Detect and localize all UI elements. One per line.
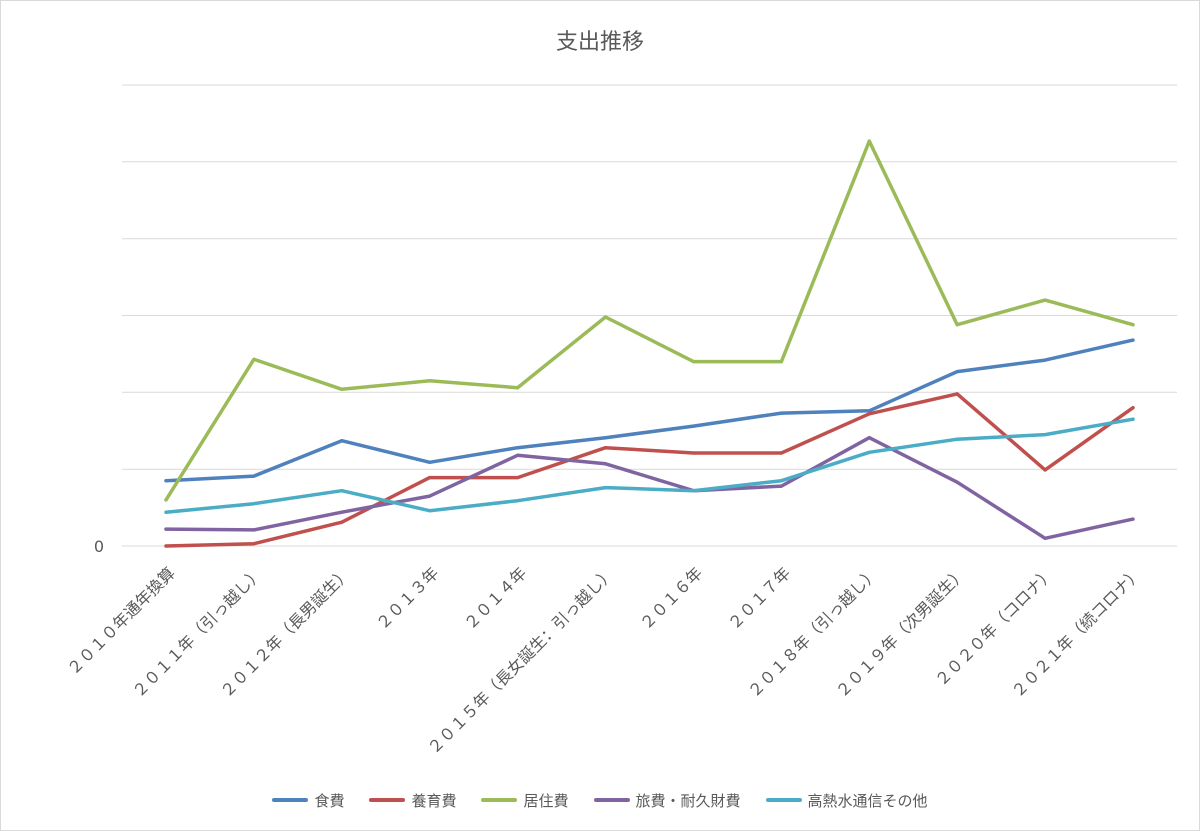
data-point (340, 510, 344, 514)
data-point (867, 412, 871, 416)
data-point (779, 484, 784, 488)
data-point (1131, 323, 1135, 327)
data-point (603, 446, 608, 450)
data-point (252, 474, 256, 478)
series-line-1 (164, 392, 1135, 548)
data-point (516, 476, 520, 480)
data-point (1131, 517, 1135, 521)
data-point (867, 139, 871, 143)
chart-title: 支出推移 (556, 30, 644, 55)
x-tick-label: ２０１６年 (636, 563, 706, 633)
x-tick-label: ２０１７年 (724, 563, 794, 633)
legend-label: 高熱水通信その他 (807, 791, 928, 810)
legend-item-3: 旅費・耐久財費 (593, 790, 741, 811)
legend-swatch (593, 798, 630, 802)
data-point (779, 451, 784, 455)
data-point (867, 409, 871, 413)
data-point (164, 498, 168, 502)
x-tick-label: ２０１４年 (460, 563, 530, 633)
series-line-0 (164, 338, 1135, 483)
legend-swatch (765, 798, 802, 802)
data-point (428, 379, 432, 383)
data-point (252, 357, 256, 361)
series-lines (164, 139, 1135, 548)
legend-item-1: 養育費 (369, 790, 456, 811)
data-point (1043, 298, 1047, 302)
legend-item-2: 居住費 (481, 790, 569, 811)
legend-label: 食費 (314, 791, 345, 810)
data-point (955, 392, 959, 396)
data-point (603, 315, 608, 319)
series-line-4 (164, 417, 1135, 514)
data-point (428, 460, 432, 464)
data-point (340, 520, 344, 524)
data-point (340, 387, 344, 391)
data-point (691, 360, 696, 364)
data-point (1131, 338, 1135, 342)
data-point (603, 436, 608, 440)
data-point (252, 542, 256, 546)
data-point (1043, 358, 1047, 362)
data-point (779, 479, 784, 483)
data-point (1131, 406, 1135, 410)
data-point (867, 450, 871, 454)
data-point (164, 527, 168, 531)
data-point (252, 528, 256, 532)
legend-swatch (272, 798, 309, 802)
data-point (340, 489, 344, 493)
legend-item-4: 高熱水通信その他 (765, 790, 928, 811)
series-line-2 (164, 139, 1135, 502)
legend-label: 旅費・耐久財費 (635, 791, 741, 810)
data-point (955, 480, 959, 484)
data-point (516, 446, 520, 450)
data-point (955, 370, 959, 374)
data-point (164, 544, 168, 548)
series-line-3 (164, 435, 1135, 541)
data-point (516, 499, 520, 503)
data-point (164, 510, 168, 514)
data-point (516, 386, 520, 390)
data-point (428, 509, 432, 513)
data-point (1043, 433, 1047, 437)
data-point (867, 436, 871, 440)
gridlines (122, 84, 1177, 547)
data-point (516, 453, 520, 457)
data-point (1131, 417, 1135, 421)
data-point (428, 494, 432, 498)
data-point (603, 462, 608, 466)
legend-label: 居住費 (523, 791, 569, 810)
data-point (691, 424, 696, 428)
data-point (779, 411, 784, 415)
legend-swatch (481, 798, 518, 802)
data-point (252, 502, 256, 506)
x-tick-label: ２０１３年 (373, 563, 443, 633)
data-point (691, 451, 696, 455)
data-point (340, 439, 344, 443)
legend-swatch (369, 798, 406, 802)
x-tick-label: ２０１５年（長女誕生：引っ越し） (424, 563, 618, 757)
data-point (955, 323, 959, 327)
y-tick-label: 0 (94, 537, 104, 556)
legend-item-0: 食費 (272, 790, 344, 811)
data-point (955, 437, 959, 441)
data-point (164, 479, 168, 483)
data-point (691, 489, 696, 493)
data-point (779, 360, 784, 364)
data-point (603, 486, 608, 490)
legend: 食費 養育費 居住費 旅費・耐久財費 高熱水通信その他 (0, 789, 1200, 811)
data-point (1043, 468, 1047, 472)
data-point (428, 476, 432, 480)
legend-label: 養育費 (411, 791, 457, 810)
data-point (1043, 536, 1047, 540)
